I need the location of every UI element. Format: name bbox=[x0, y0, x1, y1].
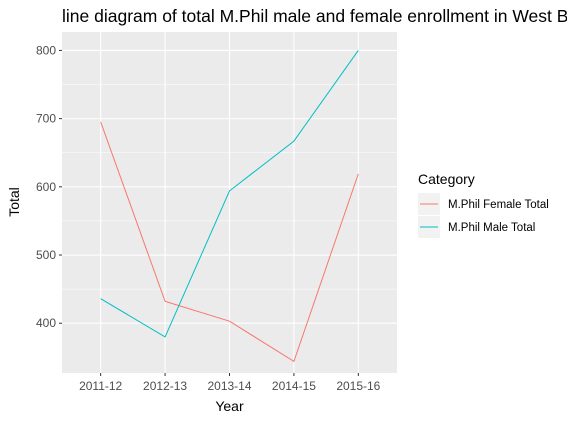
x-tick-label: 2013-14 bbox=[207, 379, 251, 393]
x-tick-label: 2014-15 bbox=[272, 379, 316, 393]
legend-label-0: M.Phil Female Total bbox=[448, 199, 549, 211]
y-tick-label: 700 bbox=[36, 112, 56, 126]
series-line-0 bbox=[100, 121, 359, 363]
y-axis-title: Total bbox=[6, 187, 22, 217]
x-axis-title: Year bbox=[215, 398, 244, 414]
x-tick-label: 2012-13 bbox=[143, 379, 187, 393]
x-tick-label: 2015-16 bbox=[336, 379, 380, 393]
y-tick-label: 800 bbox=[36, 43, 56, 57]
legend-label-1: M.Phil Male Total bbox=[448, 222, 535, 234]
x-axis: 2011-12 2012-13 2013-14 2014-15 2015-16 bbox=[79, 373, 381, 393]
y-axis: 400 500 600 700 800 bbox=[36, 43, 62, 330]
legend-title: Category bbox=[418, 171, 475, 187]
y-tick-label: 400 bbox=[36, 316, 56, 330]
series-line-1 bbox=[100, 50, 359, 338]
grid-major bbox=[62, 32, 397, 373]
legend: Category M.Phil Female Total M.Phil Male … bbox=[418, 171, 549, 238]
y-tick-label: 600 bbox=[36, 180, 56, 194]
x-tick-label: 2011-12 bbox=[79, 379, 122, 393]
chart-title: line diagram of total M.Phil male and fe… bbox=[62, 6, 567, 26]
y-tick-label: 500 bbox=[36, 248, 56, 262]
series-lines bbox=[100, 50, 359, 363]
